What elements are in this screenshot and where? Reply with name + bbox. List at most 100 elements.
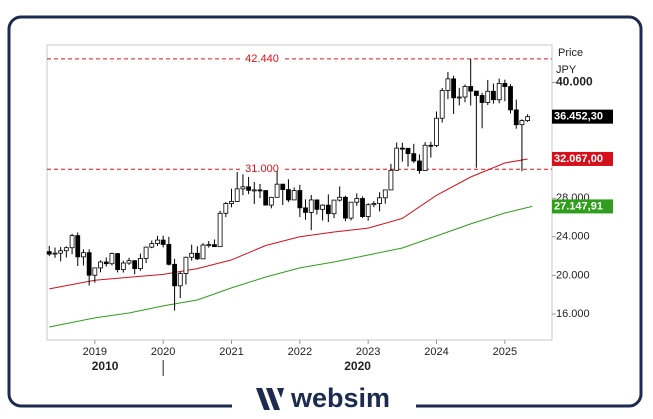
candle-body [382, 189, 388, 199]
candle-body [502, 83, 508, 87]
candle-body [303, 207, 308, 213]
candle-body [58, 250, 64, 254]
y-tick-label: 40.000 [556, 75, 593, 89]
candle-body [508, 86, 513, 111]
candle-body [417, 160, 422, 172]
candle-body [172, 263, 177, 287]
candle-body [103, 261, 109, 265]
candle-body [519, 120, 525, 126]
period-label: 2010 [92, 359, 119, 373]
candle-body [75, 235, 81, 258]
candle-body [138, 258, 143, 269]
candle-body [69, 235, 75, 249]
candle-body [354, 198, 360, 203]
candle-body [314, 199, 320, 210]
candle-body [308, 199, 314, 213]
candle-body [280, 183, 286, 190]
candle-body [456, 96, 462, 99]
candle-body [388, 169, 394, 191]
candle-body [371, 203, 377, 206]
candle-body [445, 78, 451, 91]
candle-body [348, 201, 354, 219]
candle-body [212, 244, 217, 248]
candle-body [166, 244, 172, 265]
candle-body [268, 196, 274, 206]
ma-price-label: 27.147,91 [554, 200, 603, 212]
reference-label: 42.440 [245, 53, 279, 65]
candle-body [405, 147, 411, 155]
candle-body [217, 212, 223, 248]
candle-body [189, 252, 195, 258]
y-tick-label: 24.000 [556, 231, 590, 243]
candle-body [183, 256, 189, 274]
candle-body [491, 90, 496, 101]
candle-body [496, 83, 502, 101]
logo-icon [256, 388, 284, 410]
candle-body [246, 186, 251, 191]
candle-body [411, 153, 417, 162]
candle-body [343, 196, 348, 219]
reference-label: 31.000 [245, 163, 279, 175]
candle-body [46, 251, 52, 255]
candle-body [291, 190, 297, 201]
last-price-label-bg [552, 109, 613, 124]
candle-body [155, 239, 160, 244]
candle-body [143, 246, 149, 259]
last-price-label: 36.452,30 [554, 111, 603, 123]
candle-body [399, 147, 405, 150]
candle-body [251, 189, 257, 192]
ma-price-label-bg [552, 199, 613, 214]
candle-body [109, 253, 115, 265]
y-tick-label: 16.000 [556, 308, 590, 320]
candle-body [462, 86, 468, 98]
moving-average-line [49, 158, 528, 290]
candle-body [286, 189, 291, 201]
reference-label-bg [240, 52, 284, 65]
reference-label-bg [240, 163, 284, 176]
candle-body [149, 243, 155, 248]
candle-body [160, 239, 166, 245]
candle-body [365, 204, 371, 217]
candle-body [274, 183, 280, 198]
x-tick-label: 2020 [151, 346, 175, 358]
candle-body [52, 252, 58, 255]
candle-body [132, 260, 138, 269]
candle-body [240, 186, 246, 190]
candle-body [513, 109, 519, 126]
candle-body [86, 252, 92, 276]
y-tick-label: 20.000 [556, 269, 590, 281]
candle-body [360, 198, 365, 217]
candle-body [331, 199, 337, 215]
candle-body [422, 144, 428, 172]
candle-body [234, 188, 240, 202]
moving-average-line [49, 205, 533, 328]
candle-body [115, 253, 120, 270]
candle-body [320, 204, 325, 210]
x-tick-label: 2022 [288, 346, 312, 358]
candle-body [120, 262, 126, 270]
x-tick-label: 2021 [219, 346, 243, 358]
candle-body [451, 78, 456, 99]
candle-body [263, 190, 269, 206]
candle-body [468, 86, 474, 92]
period-label: 2020 [344, 359, 371, 373]
candle-body [92, 267, 98, 276]
candle-body [479, 95, 485, 103]
candle-body [63, 247, 69, 252]
brand: websim [290, 383, 390, 413]
candle-body [473, 90, 479, 96]
candle-body [428, 144, 434, 147]
candle-body [485, 90, 491, 103]
candle-body [177, 273, 183, 287]
candle-body [229, 201, 234, 204]
candle-body [297, 190, 303, 209]
x-tick-label: 2019 [83, 346, 107, 358]
candle-body [257, 189, 263, 192]
candle-body [337, 196, 343, 201]
candle-body [126, 260, 132, 264]
candle-body [439, 90, 445, 119]
x-tick-label: 2025 [493, 346, 517, 358]
candle-body [394, 147, 400, 171]
candle-body [525, 116, 531, 121]
